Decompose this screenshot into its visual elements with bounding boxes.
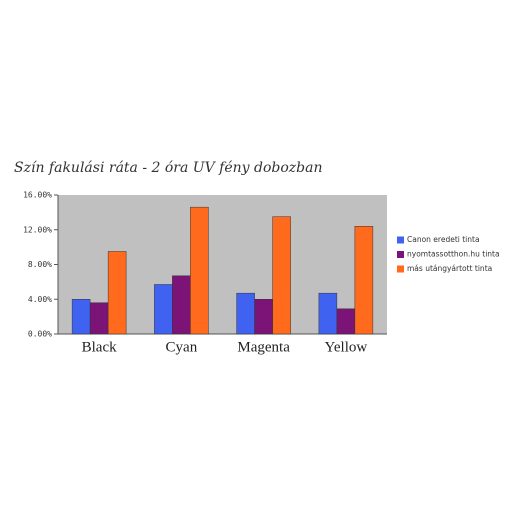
x-tick-label: Black <box>82 339 117 355</box>
bar <box>272 216 291 335</box>
bar <box>107 251 127 335</box>
bar <box>354 226 374 335</box>
legend-swatch <box>397 265 404 273</box>
bar <box>318 292 338 335</box>
x-tick-label: Magenta <box>237 339 290 355</box>
y-tick-label: 12.00% <box>23 225 52 234</box>
bar <box>336 308 356 335</box>
legend-label: más utángyártott tinta <box>407 264 492 273</box>
legend-swatch <box>397 251 404 258</box>
x-tick-label: Cyan <box>166 339 198 355</box>
bar <box>254 299 273 335</box>
bar <box>89 302 109 335</box>
y-tick-label: 0.00% <box>28 330 52 339</box>
bar <box>172 275 191 335</box>
bar <box>190 206 209 335</box>
legend-label: nyomtassotthon.hu tinta <box>407 250 500 259</box>
bar <box>71 299 91 335</box>
bar <box>236 292 255 335</box>
x-tick-label: Yellow <box>325 339 368 355</box>
legend-swatch <box>397 236 404 244</box>
bar <box>154 284 173 335</box>
y-tick-label: 4.00% <box>28 295 52 304</box>
legend-label: Canon eredeti tinta <box>407 235 480 244</box>
y-tick-label: 8.00% <box>28 260 52 269</box>
chart-title: Szín fakulási ráta - 2 óra UV fény doboz… <box>14 160 322 176</box>
y-tick-label: 16.00% <box>23 191 52 200</box>
